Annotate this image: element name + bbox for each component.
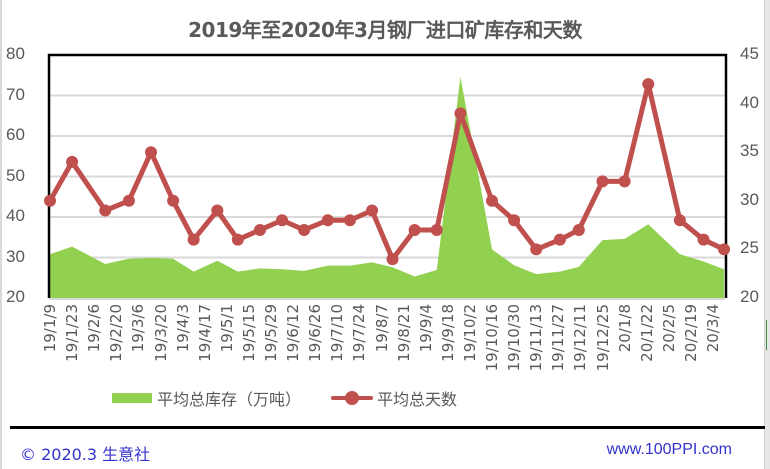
legend-label-days: 平均总天数 bbox=[377, 390, 458, 409]
footer-copyright: © 2020.3 生意社 bbox=[20, 445, 151, 464]
x-tick-label: 20/3/4 bbox=[704, 304, 722, 353]
x-tick-label: 20/2/5 bbox=[659, 304, 678, 353]
right-y-tick-label: 25 bbox=[740, 238, 759, 258]
right-edge-marker bbox=[766, 320, 767, 350]
data-point-marker bbox=[187, 233, 200, 246]
x-tick-label: 19/6/12 bbox=[284, 304, 303, 362]
legend-item-inventory: 平均总库存（万吨） bbox=[112, 386, 301, 410]
data-point-marker bbox=[44, 194, 56, 207]
data-point-marker bbox=[145, 146, 158, 159]
x-tick-label: 19/6/26 bbox=[306, 304, 325, 362]
left-y-tick-label: 20 bbox=[6, 287, 25, 306]
footer-website-link[interactable]: www.100PPI.com bbox=[606, 441, 732, 458]
x-tick-label: 19/9/18 bbox=[438, 304, 457, 362]
left-y-tick-label: 50 bbox=[6, 165, 25, 185]
data-point-marker bbox=[508, 214, 521, 227]
x-tick-label: 19/3/6 bbox=[129, 304, 148, 353]
x-tick-label: 19/1/9 bbox=[41, 304, 59, 353]
data-point-marker bbox=[530, 243, 543, 256]
x-tick-label: 19/7/24 bbox=[350, 304, 369, 362]
data-point-marker bbox=[122, 194, 135, 207]
data-point-marker bbox=[408, 223, 421, 236]
x-tick-label: 19/10/16 bbox=[483, 304, 501, 372]
x-tick-label: 19/3/20 bbox=[151, 304, 170, 362]
x-tick-label: 19/11/27 bbox=[549, 304, 568, 372]
inventory-area-series bbox=[50, 76, 725, 299]
right-y-tick-label: 20 bbox=[740, 287, 759, 306]
x-tick-label: 19/10/2 bbox=[460, 304, 479, 362]
x-tick-label: 19/2/6 bbox=[85, 304, 104, 353]
x-tick-label: 19/5/1 bbox=[217, 304, 236, 353]
data-point-marker bbox=[253, 223, 266, 236]
data-point-marker bbox=[697, 233, 710, 246]
left-y-tick-label: 30 bbox=[6, 246, 25, 266]
data-point-marker bbox=[167, 194, 180, 207]
x-tick-label: 19/4/3 bbox=[173, 304, 192, 353]
data-point-marker bbox=[642, 78, 655, 91]
x-tick-label: 19/1/23 bbox=[63, 304, 82, 362]
data-point-marker bbox=[99, 204, 112, 217]
x-tick-label: 19/12/25 bbox=[593, 304, 612, 372]
x-tick-label: 19/11/13 bbox=[527, 304, 546, 372]
left-y-tick-label: 70 bbox=[6, 84, 25, 104]
data-point-marker bbox=[211, 204, 224, 217]
left-y-tick-label: 40 bbox=[6, 206, 25, 225]
data-point-marker bbox=[430, 223, 443, 236]
line-marker-swatch-icon bbox=[331, 390, 374, 406]
x-tick-label: 19/5/29 bbox=[262, 304, 280, 362]
footer-divider bbox=[10, 426, 765, 429]
data-point-marker bbox=[596, 175, 609, 188]
area-swatch-icon bbox=[112, 393, 152, 403]
data-point-marker bbox=[366, 204, 379, 217]
left-y-tick-label: 80 bbox=[6, 44, 25, 63]
data-point-marker bbox=[572, 223, 585, 236]
x-tick-label: 19/2/20 bbox=[107, 304, 126, 362]
plot-border bbox=[47, 53, 728, 298]
x-tick-label: 19/10/30 bbox=[505, 304, 524, 372]
data-point-marker bbox=[231, 233, 244, 246]
x-tick-label: 20/1/22 bbox=[637, 304, 656, 362]
legend-label-inventory: 平均总库存（万吨） bbox=[157, 390, 302, 409]
right-y-tick-label: 40 bbox=[740, 92, 759, 112]
legend-item-days: 平均总天数 bbox=[331, 386, 457, 410]
data-point-marker bbox=[486, 194, 498, 207]
chart-title: 2019年至2020年3月钢厂进口矿库存和天数 bbox=[188, 18, 582, 42]
right-scrollbar-edge bbox=[764, 0, 770, 469]
days-line-series bbox=[47, 81, 726, 262]
x-tick-label: 19/4/17 bbox=[195, 304, 214, 362]
data-point-marker bbox=[618, 175, 631, 188]
data-point-marker bbox=[386, 253, 399, 266]
right-y-tick-label: 35 bbox=[740, 141, 759, 161]
x-tick-label: 19/12/11 bbox=[571, 304, 590, 372]
left-border bbox=[0, 0, 2, 469]
right-y-tick-label: 45 bbox=[740, 44, 759, 63]
data-point-marker bbox=[454, 107, 467, 120]
legend: 平均总库存（万吨） 平均总天数 bbox=[112, 386, 487, 410]
data-point-marker bbox=[321, 214, 334, 227]
data-point-marker bbox=[673, 214, 686, 227]
data-point-marker bbox=[276, 214, 289, 227]
x-tick-label: 19/7/10 bbox=[328, 304, 347, 362]
x-tick-label: 20/2/19 bbox=[681, 304, 700, 362]
x-tick-label: 19/8/21 bbox=[394, 304, 413, 362]
x-tick-label: 19/8/7 bbox=[372, 304, 391, 353]
data-point-marker bbox=[298, 223, 311, 236]
left-y-tick-label: 60 bbox=[6, 125, 25, 144]
data-point-marker bbox=[553, 233, 566, 246]
x-tick-label: 19/5/15 bbox=[239, 304, 258, 362]
right-y-tick-label: 30 bbox=[740, 189, 759, 209]
x-tick-label: 20/1/8 bbox=[615, 304, 634, 353]
data-point-marker bbox=[66, 155, 79, 168]
x-tick-label: 19/9/4 bbox=[416, 304, 435, 353]
data-point-marker bbox=[718, 243, 731, 256]
data-point-marker bbox=[343, 214, 356, 227]
